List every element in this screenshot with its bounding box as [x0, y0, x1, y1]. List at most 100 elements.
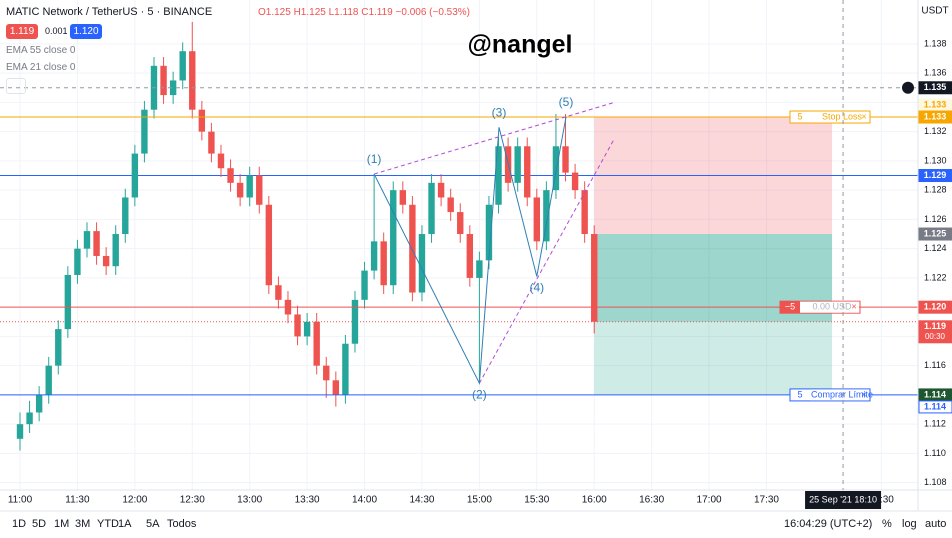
price-tag: 1.114	[924, 389, 946, 399]
order-text-bg	[800, 301, 859, 313]
price-tag: 1.125	[924, 228, 947, 238]
candle-body	[332, 380, 340, 395]
candle-body	[342, 343, 349, 395]
order-label[interactable]: 5 Comprar Límite×	[789, 388, 873, 402]
range-button[interactable]: 1A	[118, 518, 132, 530]
y-tick-label: 1.136	[924, 68, 947, 78]
candle-body	[418, 234, 426, 293]
candle-body	[581, 190, 588, 235]
candle-body	[476, 260, 483, 278]
candle-body	[437, 182, 445, 198]
price-tag-bg	[918, 300, 952, 314]
candle-body	[55, 329, 62, 366]
range-button[interactable]: 1M	[54, 518, 70, 530]
x-tick-label: 13:00	[237, 495, 262, 506]
candle-body	[83, 231, 91, 249]
candle-body	[227, 168, 234, 183]
wave-line	[373, 116, 567, 386]
candle-body	[524, 146, 531, 198]
order-label[interactable]: −5 0.00 USD ×	[779, 300, 861, 314]
range-button[interactable]: YTD	[97, 518, 119, 530]
y-tick-label: 1.126	[924, 214, 947, 224]
candle-body	[179, 51, 186, 81]
candle-body	[198, 109, 206, 132]
indicator: EMA 21 close 0	[6, 62, 76, 73]
y-tick-label: 1.122	[924, 272, 947, 282]
candle-body	[169, 80, 177, 96]
candle-body	[485, 204, 493, 261]
candle-body	[323, 365, 330, 381]
channel-line	[478, 140, 614, 384]
x-tick-label: 15:30	[524, 495, 549, 506]
collapse-button[interactable]	[6, 78, 26, 94]
price-tag-sub: 00:30	[925, 332, 946, 341]
price-tag-bg	[918, 81, 952, 95]
order-text: Stop Loss	[822, 111, 863, 121]
y-tick-label: 1.138	[924, 38, 947, 48]
candle-body	[131, 153, 139, 198]
price-tag: 1.129	[924, 170, 947, 180]
order-close: ×	[861, 111, 866, 121]
candle-body	[495, 146, 502, 205]
x-tick-label: 11:30	[65, 495, 90, 506]
candle-body	[93, 231, 100, 256]
order-text-bg	[810, 389, 869, 401]
candle-body	[246, 175, 253, 198]
currency: USDT	[921, 6, 948, 17]
price-tag-bg	[918, 320, 952, 344]
price-tag: 1.135	[924, 82, 947, 92]
x-tick-label: 15:00	[467, 495, 492, 506]
x-tick-label: 18:30	[869, 495, 894, 506]
x-tick-label: 12:30	[180, 495, 205, 506]
order-qty: −5	[785, 302, 795, 312]
y-tick-label: 1.116	[924, 360, 946, 370]
candle-body	[552, 146, 560, 191]
price-tag-bg	[918, 169, 952, 183]
candle-body	[514, 146, 521, 183]
candle-body	[112, 234, 119, 267]
candle-body	[466, 234, 474, 278]
target-zone	[594, 234, 833, 395]
scale-option[interactable]: auto	[925, 518, 947, 530]
scale-option[interactable]: %	[882, 518, 892, 530]
candle-body	[160, 65, 167, 96]
wave-label: (3)	[492, 105, 507, 119]
order-label[interactable]: 5 Stop Loss ×	[789, 110, 871, 124]
range-button[interactable]: 3M	[75, 518, 91, 530]
range-button[interactable]: Todos	[167, 518, 197, 530]
wave-label: (5)	[559, 95, 574, 109]
price-tag: 1.133	[924, 99, 947, 109]
plot-area: (1) (2) (3) (4) (5)	[0, 0, 918, 490]
y-tick-label: 1.128	[924, 185, 947, 195]
range-button[interactable]: 1D	[12, 518, 27, 530]
ohlc: O1.125 H1.125 L1.118 C1.119 −0.006 (−0.5…	[258, 7, 471, 18]
x-tick-label: 14:30	[409, 495, 434, 506]
wave-label: (1)	[367, 152, 382, 166]
price-tag-bg	[918, 400, 952, 414]
candle-body	[361, 270, 368, 300]
candle-body	[390, 190, 397, 286]
candle-body	[562, 146, 569, 173]
candle-body	[35, 394, 43, 413]
x-tick-label: 17:30	[754, 495, 779, 506]
scale-option[interactable]: log	[902, 518, 917, 530]
candle-body	[428, 182, 435, 235]
y-tick-label: 1.132	[924, 126, 947, 136]
candle-body	[543, 190, 550, 242]
candle-body	[275, 285, 282, 300]
y-tick-label: 1.130	[924, 155, 947, 165]
clock: 16:04:29 (UTC+2)	[784, 518, 873, 530]
candle-body	[409, 204, 416, 293]
spread: 0.001	[45, 26, 68, 36]
add-button[interactable]	[902, 81, 914, 94]
candle-body	[457, 212, 464, 235]
range-button[interactable]: 5D	[32, 518, 47, 530]
candle-body	[217, 153, 225, 169]
candle-body	[380, 241, 387, 286]
range-button[interactable]: 5A	[146, 518, 160, 530]
candle-body	[399, 190, 407, 205]
buy-button[interactable]: 1.120	[70, 24, 102, 39]
candle-body	[591, 234, 598, 322]
sell-button[interactable]: 1.119	[6, 24, 38, 39]
